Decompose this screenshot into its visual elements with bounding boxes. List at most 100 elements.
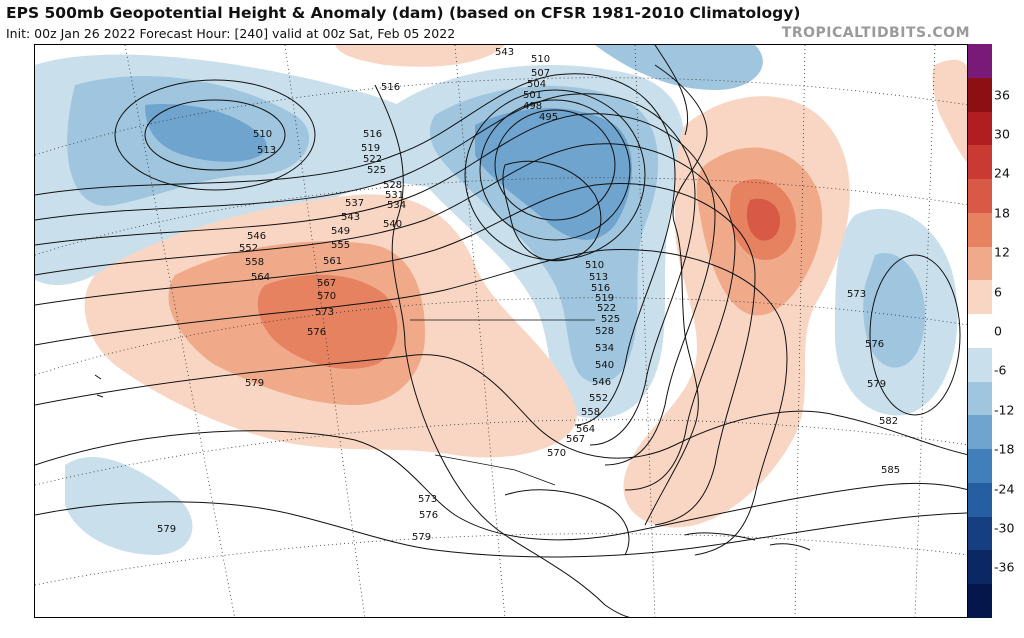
contour-label: 567 <box>317 278 336 289</box>
contour-label: 519 <box>595 293 614 304</box>
contour-label: 570 <box>547 448 566 459</box>
contour-label: 579 <box>245 378 264 389</box>
colorbar-tick-label: -12 <box>994 402 1015 418</box>
colorbar-swatch <box>968 145 992 180</box>
contour-label: 534 <box>595 343 614 354</box>
colorbar-swatch <box>968 550 992 585</box>
colorbar-swatch <box>968 449 992 484</box>
contour-label: 570 <box>317 291 336 302</box>
contour-label: 534 <box>387 200 406 211</box>
colorbar-swatch <box>968 280 992 315</box>
colorbar-tick-label: -18 <box>994 441 1015 457</box>
us-mexico-border <box>434 454 556 486</box>
colorbar-swatch <box>968 415 992 450</box>
colorbar-tick-label: 18 <box>994 205 1010 221</box>
contour-label: 579 <box>412 532 431 543</box>
greenland-coast <box>654 45 689 136</box>
site-credit: TROPICALTIDBITS.COM <box>781 25 970 41</box>
contour-label: 528 <box>383 180 402 191</box>
contour-label: 549 <box>331 226 350 237</box>
map-svg: 510 513 516 516 519 522 525 528 531 534 … <box>35 45 967 617</box>
colorbar-tick-label: 30 <box>994 126 1010 142</box>
contour-label: 546 <box>592 377 611 388</box>
negative-anomaly-north-pacific-center <box>145 104 267 162</box>
colorbar-swatch <box>968 314 992 349</box>
contour-label: 552 <box>239 243 258 254</box>
colorbar-swatch <box>968 111 992 146</box>
contour-label: 579 <box>867 379 886 390</box>
contour-label: 561 <box>323 256 342 267</box>
hawaii-islands <box>94 374 104 398</box>
contour-label: 576 <box>865 339 884 350</box>
positive-anomaly-north-atlantic <box>932 59 967 163</box>
negative-anomaly-canada-inner <box>475 108 632 240</box>
anomaly-shading <box>35 45 967 555</box>
colorbar-tick-label: 24 <box>994 165 1010 181</box>
contour-label: 576 <box>307 327 326 338</box>
colorbar-tick-label: -6 <box>994 362 1007 378</box>
colorbar-tick-label: -36 <box>994 559 1015 575</box>
colorbar-tick-label: 36 <box>994 87 1010 103</box>
contour-label: 537 <box>345 198 364 209</box>
chart-subtitle: Init: 00z Jan 26 2022 Forecast Hour: [24… <box>6 26 456 41</box>
contour-label: 585 <box>881 465 900 476</box>
colorbar-tick-label: 6 <box>994 284 1002 300</box>
lat-lon-grid <box>35 45 967 617</box>
contour-label: 513 <box>589 272 608 283</box>
contour-label: 522 <box>363 154 382 165</box>
positive-anomaly-atlantic-ridge-center <box>746 198 780 241</box>
contour-label: 573 <box>315 307 334 318</box>
negative-anomaly-atlantic-core <box>863 253 925 368</box>
positive-anomaly-pacific-ridge-core <box>257 274 398 369</box>
contour-label: 555 <box>331 240 350 251</box>
contour-label: 582 <box>879 416 898 427</box>
contour-label: 501 <box>523 90 542 101</box>
colorbar-swatch <box>968 516 992 551</box>
colorbar-swatch <box>968 212 992 248</box>
contour-label-layer: 510 513 516 516 519 522 525 528 531 534 … <box>157 47 900 543</box>
height-contours <box>35 73 967 558</box>
contour-label: 543 <box>495 47 514 58</box>
contour-label: 507 <box>531 68 550 79</box>
contour-label: 558 <box>581 407 600 418</box>
colorbar-swatch <box>968 179 992 214</box>
colorbar-swatch <box>968 44 992 79</box>
gulf-coast <box>504 489 630 556</box>
contour-label: 510 <box>531 54 550 65</box>
colorbar-tick-label: 12 <box>994 244 1010 260</box>
contour-label: 579 <box>157 524 176 535</box>
contour-label: 528 <box>595 326 614 337</box>
contour-label: 567 <box>566 434 585 445</box>
contour-label: 543 <box>341 212 360 223</box>
contour-label: 576 <box>419 510 438 521</box>
contour-label: 513 <box>257 145 276 156</box>
contour-label: 564 <box>251 272 270 283</box>
contour-label: 525 <box>601 314 620 325</box>
caribbean-islands <box>684 532 811 551</box>
contour-label: 516 <box>381 82 400 93</box>
contour-label: 498 <box>523 101 542 112</box>
contour-label: 510 <box>585 260 604 271</box>
colorbar-tick-label: -30 <box>994 520 1015 536</box>
contour-label: 558 <box>245 257 264 268</box>
colorbar-tick-label: -24 <box>994 481 1015 497</box>
anomaly-colorbar <box>968 44 992 619</box>
negative-anomaly-southwest-pacific <box>65 456 193 555</box>
colorbar-swatch <box>968 77 992 112</box>
contour-label: 516 <box>591 283 610 294</box>
contour-label: 519 <box>361 143 380 154</box>
contour-label: 522 <box>597 303 616 314</box>
colorbar-swatch <box>968 482 992 518</box>
contour-label: 540 <box>383 219 402 230</box>
contour-label: 552 <box>589 393 608 404</box>
contour-label: 564 <box>576 424 595 435</box>
colorbar-swatch <box>968 246 992 281</box>
contour-label: 516 <box>363 129 382 140</box>
contour-label: 525 <box>367 165 386 176</box>
contour-label: 510 <box>253 129 272 140</box>
colorbar-swatch <box>968 347 992 383</box>
negative-anomaly-greenland <box>595 45 763 90</box>
contour-label: 531 <box>385 190 404 201</box>
map-panel: 510 513 516 516 519 522 525 528 531 534 … <box>34 44 968 618</box>
colorbar-swatch <box>968 584 992 619</box>
